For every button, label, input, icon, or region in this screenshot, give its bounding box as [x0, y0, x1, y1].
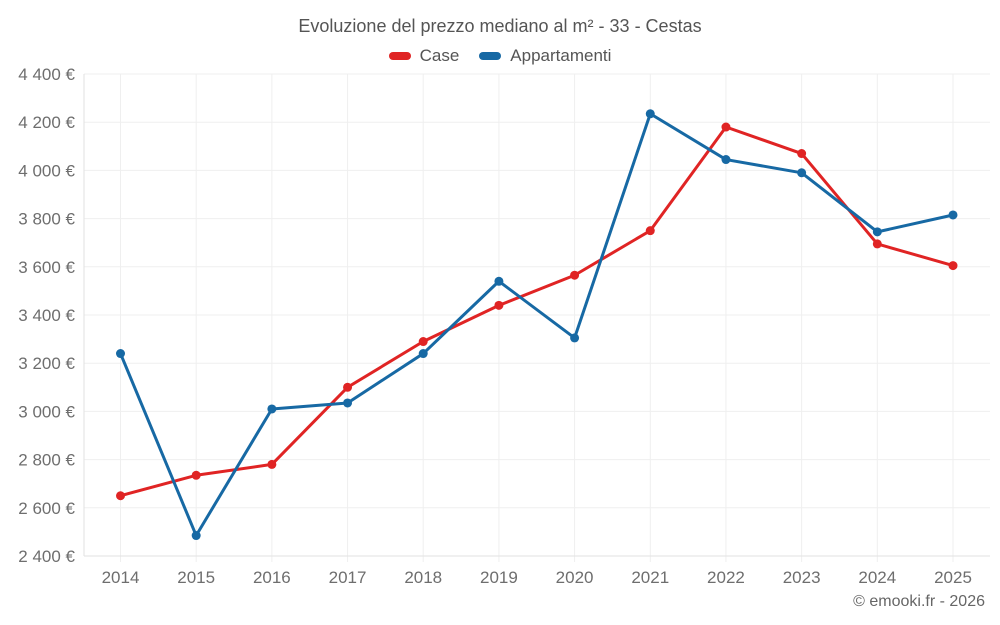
series-line-case — [119, 125, 955, 498]
y-axis-tick-label: 2 400 € — [18, 547, 75, 566]
legend-marker-appartamenti — [479, 52, 502, 60]
data-point-case-2023[interactable] — [797, 149, 807, 159]
legend-marker-case — [388, 52, 411, 60]
data-point-case-2022[interactable] — [721, 122, 731, 132]
data-point-case-2014[interactable] — [116, 491, 125, 501]
x-axis-tick-label: 2014 — [102, 568, 140, 587]
x-axis-tick-label: 2019 — [480, 568, 518, 587]
y-axis-tick-label: 4 400 € — [18, 65, 75, 84]
x-axis-tick-label: 2022 — [707, 568, 745, 587]
x-axis-tick-label: 2020 — [556, 568, 594, 587]
x-axis-tick-label: 2021 — [631, 568, 669, 587]
data-point-appartamenti-2019[interactable] — [494, 276, 504, 286]
y-axis-tick-label: 4 000 € — [18, 161, 75, 180]
chart-title: Evoluzione del prezzo mediano al m² - 33… — [298, 16, 702, 36]
data-point-appartamenti-2022[interactable] — [721, 155, 731, 165]
legend-label-appartamenti: Appartamenti — [510, 46, 612, 65]
y-axis-tick-label: 3 600 € — [18, 258, 75, 277]
data-point-case-2020[interactable] — [570, 270, 580, 280]
x-axis-tick-label: 2024 — [858, 568, 896, 587]
data-point-appartamenti-2021[interactable] — [645, 109, 655, 119]
x-axis-tick-label: 2016 — [253, 568, 291, 587]
y-axis-tick-label: 2 600 € — [18, 499, 75, 518]
y-axis-tick-label: 3 800 € — [18, 210, 75, 229]
data-point-appartamenti-2016[interactable] — [267, 404, 277, 414]
y-axis-tick-label: 4 200 € — [18, 113, 75, 132]
legend-label-case: Case — [419, 46, 460, 65]
data-point-case-2017[interactable] — [343, 382, 353, 392]
data-point-appartamenti-2018[interactable] — [418, 349, 428, 359]
y-axis-tick-label: 3 000 € — [18, 402, 75, 421]
data-point-case-2021[interactable] — [645, 226, 655, 236]
data-point-appartamenti-2015[interactable] — [191, 531, 201, 541]
legend-item-appartamenti[interactable]: Appartamenti — [479, 46, 611, 66]
data-point-case-2025[interactable] — [948, 261, 958, 271]
data-point-appartamenti-2025[interactable] — [948, 210, 958, 220]
data-point-case-2019[interactable] — [494, 300, 504, 310]
y-axis-tick-label: 3 200 € — [18, 354, 75, 373]
y-axis-tick-label: 2 800 € — [18, 451, 75, 470]
legend-item-case[interactable]: Case — [388, 46, 460, 66]
x-axis-tick-label: 2023 — [783, 568, 821, 587]
x-axis-tick-label: 2018 — [404, 568, 442, 587]
legend: Case Appartamenti — [0, 46, 1000, 66]
x-axis-tick-label: 2015 — [177, 568, 215, 587]
data-point-case-2024[interactable] — [872, 239, 882, 249]
y-axis-tick-label: 3 400 € — [18, 306, 75, 325]
data-point-appartamenti-2024[interactable] — [872, 227, 882, 237]
data-point-appartamenti-2014[interactable] — [116, 349, 125, 359]
x-axis-tick-label: 2025 — [934, 568, 972, 587]
data-point-appartamenti-2023[interactable] — [797, 168, 807, 178]
data-point-case-2016[interactable] — [267, 459, 277, 469]
data-point-case-2018[interactable] — [418, 337, 428, 347]
credit-text: © emooki.fr - 2026 — [853, 593, 985, 610]
data-point-appartamenti-2020[interactable] — [570, 333, 580, 343]
data-point-case-2015[interactable] — [191, 470, 201, 480]
data-point-appartamenti-2017[interactable] — [343, 398, 353, 408]
x-axis-tick-label: 2017 — [329, 568, 367, 587]
series-line-appartamenti — [119, 112, 955, 538]
